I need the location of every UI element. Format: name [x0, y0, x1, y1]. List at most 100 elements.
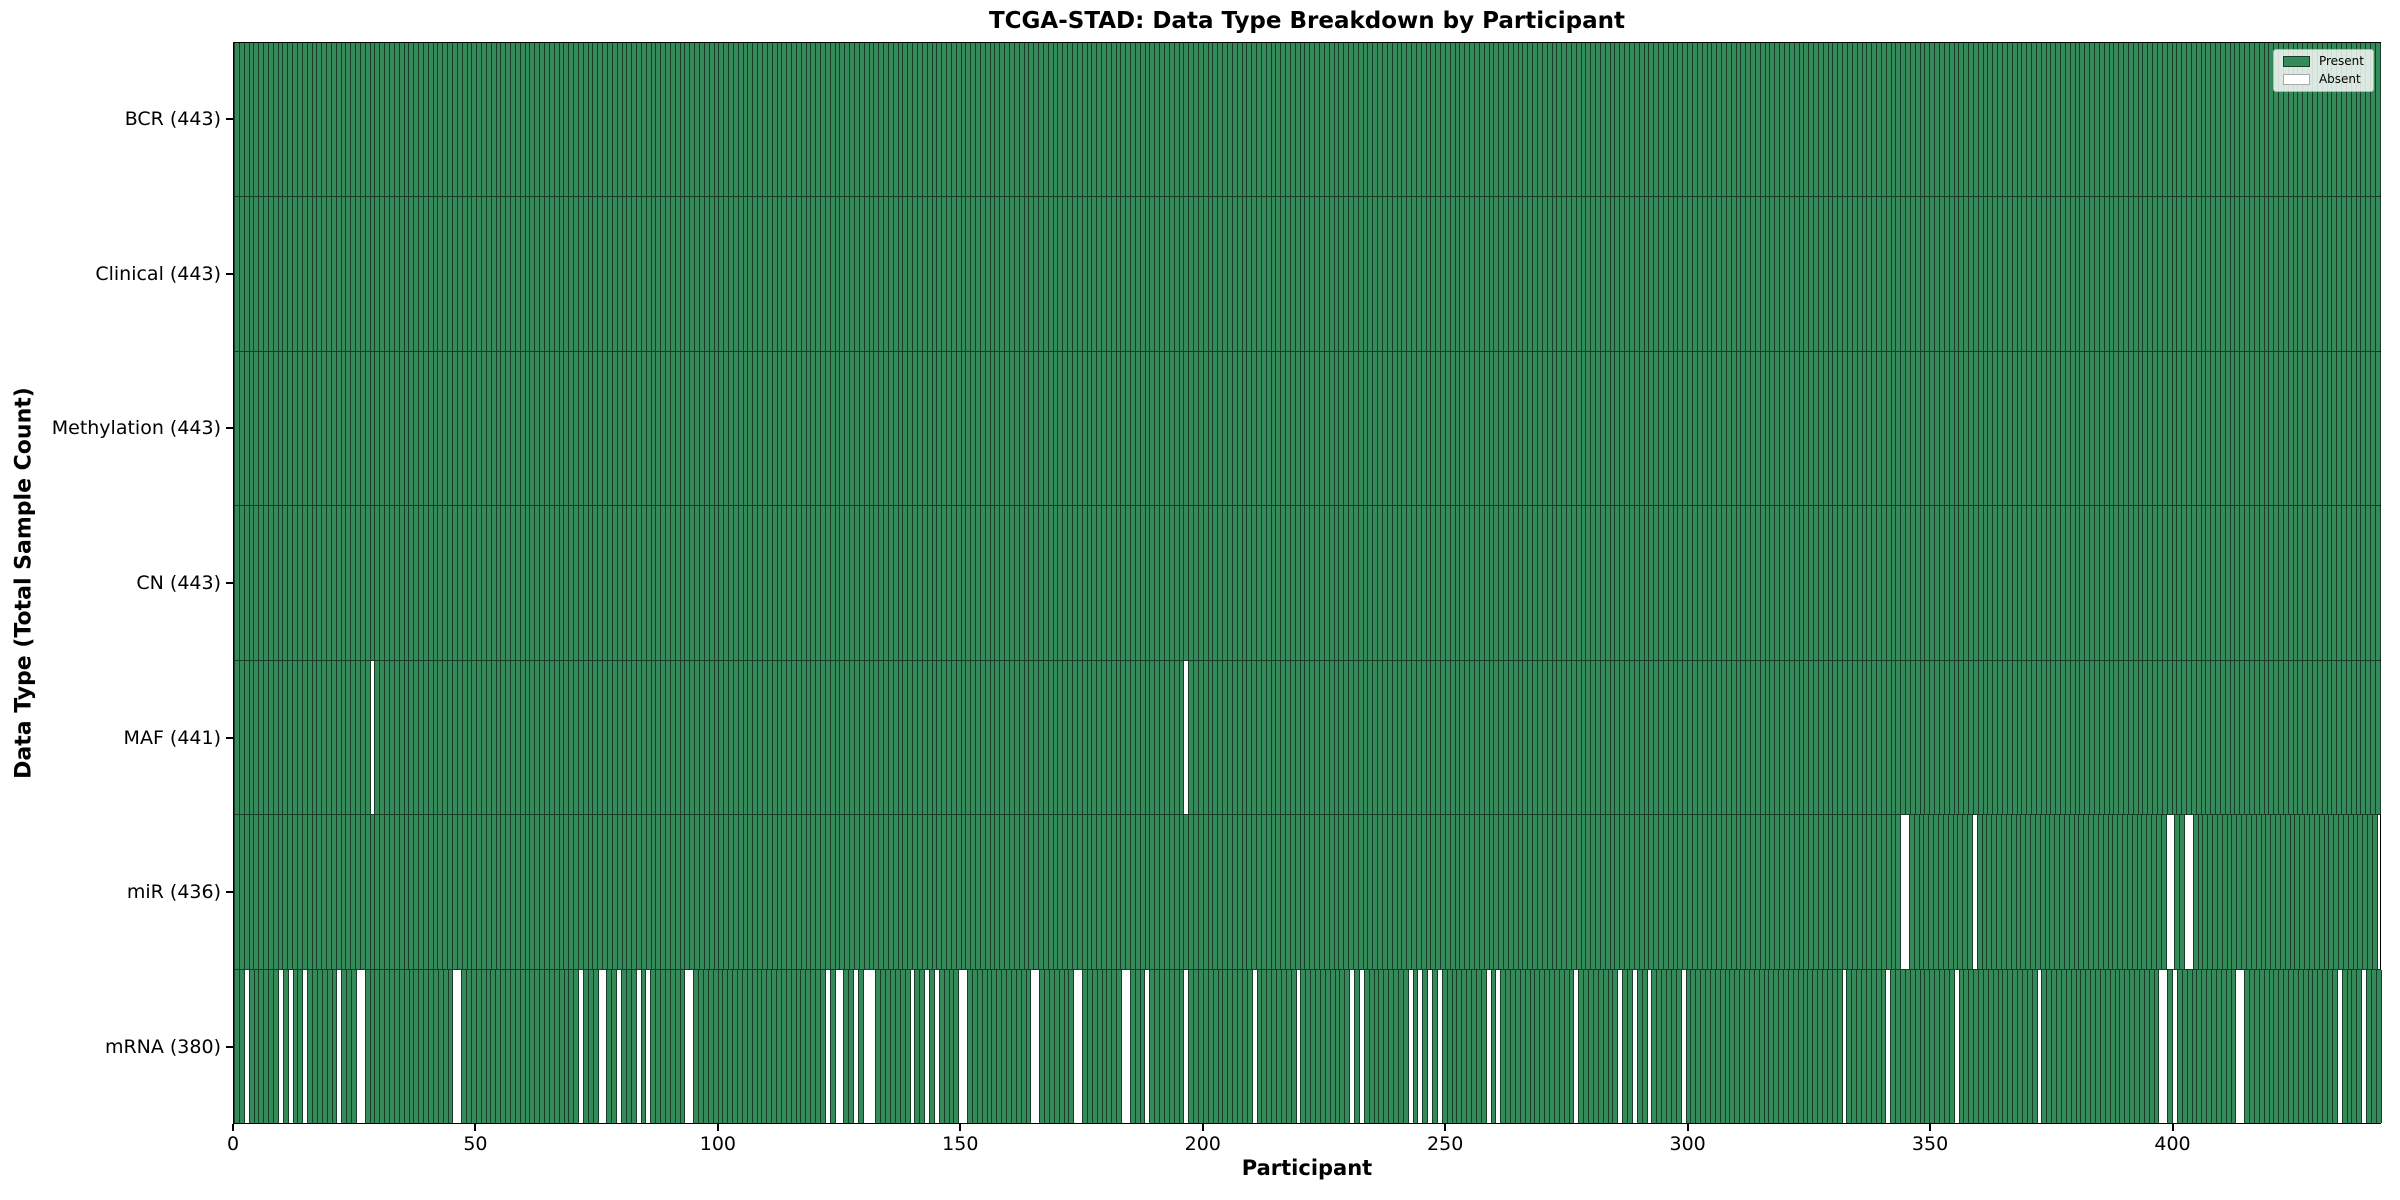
plot-area: Present Absent: [233, 42, 2382, 1124]
y-tick-label-MAF: MAF (441): [123, 726, 221, 749]
present-cell-mRNA-24: [351, 969, 357, 1123]
present-cell-CN-39: [422, 506, 428, 660]
present-cell-CN-163: [1023, 506, 1029, 660]
x-tick-mark-50: [474, 1124, 477, 1131]
present-cell-CN-182: [1115, 506, 1121, 660]
present-cell-CN-428: [2307, 506, 2312, 660]
present-cell-miR-287: [1624, 815, 1629, 969]
present-cell-BCR-148: [950, 43, 956, 197]
present-cell-MAF-331: [1837, 660, 1843, 815]
present-cell-CN-440: [2365, 506, 2371, 660]
present-cell-MAF-249: [1440, 660, 1445, 815]
present-cell-mRNA-348: [1919, 969, 1925, 1123]
present-cell-Clinical-72: [582, 197, 588, 351]
present-cell-Methylation-364: [1997, 351, 2002, 506]
present-cell-CN-418: [2258, 506, 2264, 660]
present-cell-miR-178: [1096, 815, 1102, 969]
present-cell-CN-213: [1265, 506, 1271, 660]
present-cell-MAF-237: [1381, 660, 1387, 815]
present-cell-MAF-430: [2316, 660, 2322, 815]
present-cell-Methylation-428: [2307, 351, 2312, 506]
present-cell-Methylation-342: [1890, 351, 1896, 506]
absent-cell-mRNA-259: [1486, 969, 1491, 1123]
present-cell-BCR-284: [1609, 43, 1615, 197]
present-cell-CN-327: [1817, 506, 1823, 660]
present-cell-MAF-252: [1454, 660, 1460, 815]
present-cell-BCR-260: [1493, 43, 1499, 197]
present-cell-MAF-311: [1740, 660, 1746, 815]
present-cell-BCR-127: [849, 43, 854, 197]
present-cell-mRNA-366: [2007, 969, 2013, 1123]
present-cell-MAF-126: [844, 660, 850, 815]
present-cell-Methylation-232: [1357, 351, 1363, 506]
present-cell-CN-191: [1159, 506, 1164, 660]
present-cell-Clinical-301: [1691, 197, 1697, 351]
present-cell-Clinical-81: [626, 197, 632, 351]
present-cell-BCR-222: [1309, 43, 1315, 197]
present-cell-MAF-344: [1900, 660, 1906, 815]
present-cell-MAF-171: [1062, 660, 1068, 815]
present-cell-BCR-151: [965, 43, 971, 197]
present-cell-Methylation-223: [1314, 351, 1319, 506]
present-cell-CN-171: [1062, 506, 1068, 660]
present-cell-Methylation-22: [340, 351, 346, 506]
present-cell-Clinical-54: [495, 197, 501, 351]
present-cell-BCR-88: [660, 43, 666, 197]
present-cell-Methylation-292: [1648, 351, 1654, 506]
present-cell-Clinical-170: [1057, 197, 1063, 351]
present-cell-CN-144: [931, 506, 937, 660]
present-cell-MAF-222: [1309, 660, 1315, 815]
present-cell-miR-98: [708, 815, 714, 969]
y-tick-mark-BCR: [226, 118, 233, 121]
present-cell-CN-2: [243, 506, 249, 660]
present-cell-MAF-385: [2098, 660, 2104, 815]
present-cell-Methylation-209: [1246, 351, 1252, 506]
present-cell-CN-263: [1507, 506, 1513, 660]
present-cell-Clinical-426: [2297, 197, 2303, 351]
present-cell-MAF-200: [1202, 660, 1208, 815]
present-cell-MAF-407: [2205, 660, 2211, 815]
present-cell-Clinical-80: [621, 197, 627, 351]
present-cell-BCR-187: [1139, 43, 1145, 197]
present-cell-miR-195: [1178, 815, 1184, 969]
absent-cell-mRNA-355: [1954, 969, 1959, 1123]
present-cell-Methylation-89: [665, 351, 670, 506]
present-cell-CN-423: [2282, 506, 2288, 660]
heatmap-row-MAF: [234, 660, 2381, 816]
present-cell-CN-208: [1241, 506, 1247, 660]
present-cell-Clinical-26: [359, 197, 365, 351]
present-cell-Clinical-199: [1197, 197, 1203, 351]
present-cell-BCR-26: [359, 43, 365, 197]
present-cell-BCR-289: [1633, 43, 1639, 197]
present-cell-miR-430: [2313, 815, 2319, 969]
present-cell-BCR-121: [820, 43, 825, 197]
present-cell-Methylation-317: [1769, 351, 1775, 506]
present-cell-Clinical-411: [2224, 197, 2230, 351]
present-cell-BCR-255: [1469, 43, 1474, 197]
present-cell-BCR-316: [1764, 43, 1770, 197]
present-cell-mRNA-225: [1319, 969, 1325, 1123]
present-cell-CN-387: [2108, 506, 2114, 660]
present-cell-Clinical-133: [878, 197, 884, 351]
present-cell-miR-295: [1662, 815, 1668, 969]
present-cell-MAF-54: [495, 660, 501, 815]
present-cell-mRNA-316: [1763, 969, 1769, 1123]
present-cell-CN-403: [2186, 506, 2191, 660]
present-cell-miR-8: [272, 815, 278, 969]
present-cell-CN-303: [1701, 506, 1707, 660]
present-cell-Methylation-197: [1188, 351, 1194, 506]
present-cell-mRNA-183: [1116, 969, 1122, 1123]
present-cell-MAF-306: [1716, 660, 1722, 815]
present-cell-miR-13: [296, 815, 302, 969]
absent-cell-mRNA-26: [360, 969, 365, 1123]
present-cell-CN-32: [389, 506, 394, 660]
present-cell-MAF-397: [2156, 660, 2162, 815]
present-cell-miR-167: [1042, 815, 1048, 969]
present-cell-mRNA-223: [1310, 969, 1315, 1123]
present-cell-MAF-345: [1905, 660, 1910, 815]
y-tick-mark-Clinical: [226, 272, 233, 275]
present-cell-Methylation-113: [781, 351, 787, 506]
present-cell-miR-298: [1677, 815, 1683, 969]
present-cell-MAF-289: [1633, 660, 1639, 815]
present-cell-Clinical-214: [1270, 197, 1276, 351]
